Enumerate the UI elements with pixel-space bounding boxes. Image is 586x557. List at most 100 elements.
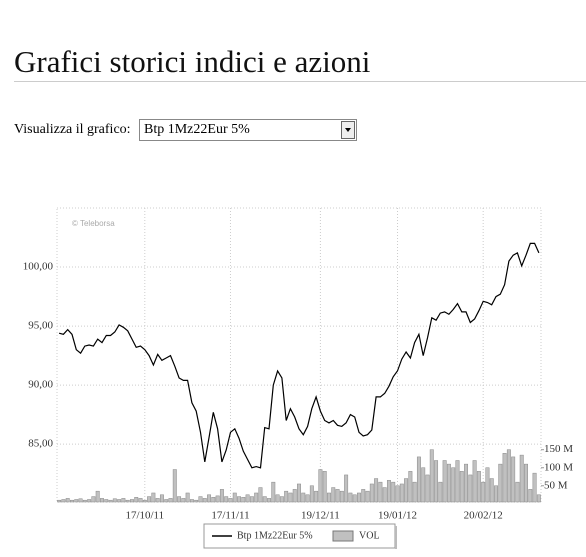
volume-bar (468, 474, 473, 503)
y-tick-label: 90,00 (28, 379, 53, 391)
volume-bar (284, 490, 289, 503)
volume-bar (408, 471, 413, 503)
chart-select[interactable]: Btp 1Mz22Eur 5% (139, 119, 357, 141)
volume-bar (219, 489, 224, 503)
volume-bar (365, 490, 370, 503)
volume-bar (228, 498, 233, 503)
x-tick-label: 20/02/12 (464, 510, 503, 522)
select-arrow[interactable] (341, 121, 355, 139)
legend-swatch (332, 530, 354, 542)
volume-bar (352, 494, 357, 503)
volume-bar (224, 496, 229, 503)
volume-bar (502, 453, 507, 503)
volume-bar (459, 471, 464, 503)
volume-bar (198, 496, 203, 503)
volume-bar (532, 472, 537, 503)
volume-bar (65, 498, 70, 503)
volume-bar (536, 494, 541, 503)
volume-bar (357, 492, 361, 503)
volume-bar (528, 489, 533, 503)
volume-bar (151, 492, 156, 503)
volume-bar (344, 474, 349, 503)
volume-bar (374, 478, 379, 503)
volume-bar (78, 498, 83, 503)
volume-bar (506, 449, 511, 503)
volume-bar (438, 481, 443, 503)
plot-frame (56, 207, 542, 503)
volume-bar (442, 460, 447, 503)
volume-bar (189, 499, 194, 503)
volume-bar (262, 496, 267, 503)
volume-bar (464, 463, 469, 503)
volume-bar (386, 480, 391, 503)
volume-bar (292, 489, 297, 503)
volume-bar (155, 498, 160, 503)
volume-bar (288, 492, 293, 503)
volume-bar (395, 485, 400, 503)
volume-bar (117, 499, 122, 503)
volume-bar (476, 471, 481, 503)
volume-bar (100, 498, 104, 503)
volume-bar (125, 499, 130, 503)
volume-bar (511, 456, 516, 503)
volume-bar (172, 469, 177, 503)
select-label: Visualizza il grafico: (14, 122, 131, 137)
volume-bar (339, 490, 344, 503)
volume-bar (425, 474, 430, 503)
volume-bar (159, 494, 164, 503)
volume-bar (194, 499, 199, 503)
volume-bar (494, 485, 498, 503)
volume-bar (515, 481, 520, 503)
volume-bar (524, 463, 528, 503)
volume-bar (202, 498, 207, 503)
volume-bar (181, 498, 186, 503)
volume-bar (309, 485, 314, 503)
divider (14, 81, 586, 82)
volume-bar (129, 499, 134, 503)
volume-bar (211, 497, 216, 503)
volume-bar (481, 481, 486, 503)
volume-bar (147, 496, 152, 503)
volume-bar (335, 489, 340, 503)
volume-bar (241, 497, 246, 503)
select-value: Btp 1Mz22Eur 5% (144, 122, 250, 137)
y2-tick-label: 150 M (544, 443, 573, 455)
volume-bar (215, 495, 220, 503)
volume-bar (472, 460, 477, 503)
volume-bar (177, 496, 182, 503)
volume-bar (412, 481, 417, 503)
volume-bar (382, 487, 387, 503)
watermark: © Teleborsa (72, 219, 115, 228)
volume-bar (297, 483, 301, 503)
volume-bar (104, 499, 109, 503)
volume-bar (369, 483, 374, 503)
legend-label: VOL (359, 530, 380, 541)
volume-bar (485, 467, 490, 503)
y-tick-label: 85,00 (28, 438, 53, 450)
volume-bar (258, 487, 263, 503)
y2-tick-label: 50 M (544, 479, 568, 491)
volume-bar (378, 481, 383, 503)
volume-bar (327, 492, 331, 503)
volume-bar (168, 498, 173, 503)
volume-bar (275, 494, 280, 503)
volume-bar (95, 490, 100, 503)
volume-bar (322, 471, 327, 503)
volume-bar (138, 498, 143, 503)
volume-bar (391, 481, 396, 503)
legend-box (203, 523, 396, 549)
volume-bar (121, 498, 126, 503)
legend-label: Btp 1Mz22Eur 5% (237, 530, 313, 541)
volume-bar (70, 499, 74, 503)
volume-bar (301, 492, 306, 503)
volume-bar (455, 460, 460, 503)
volume-bar (429, 449, 434, 503)
y-tick-label: 100,00 (23, 261, 54, 273)
volume-bar (361, 489, 366, 503)
volume-bar (279, 496, 284, 503)
x-tick-label: 17/10/11 (125, 510, 164, 522)
volume-bar (232, 492, 237, 503)
x-tick-label: 17/11/11 (211, 510, 249, 522)
volume-bar (112, 498, 117, 503)
volume-bar (164, 499, 169, 503)
